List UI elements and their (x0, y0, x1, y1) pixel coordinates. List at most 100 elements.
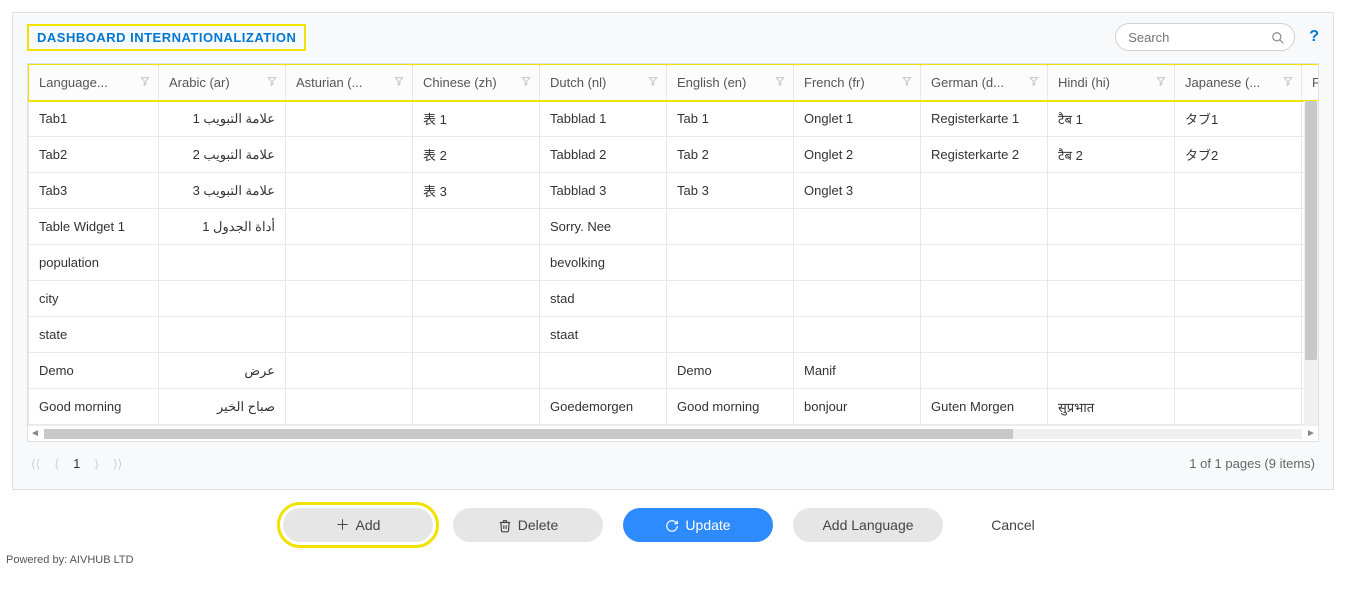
cell-de[interactable] (921, 209, 1048, 245)
cell-language[interactable]: Good morning (29, 389, 159, 425)
table-row[interactable]: Good morningصباح الخيرGoedemorgenGood mo… (29, 389, 1319, 425)
cell-zh[interactable] (413, 353, 540, 389)
cell-de[interactable] (921, 245, 1048, 281)
cell-nl[interactable]: bevolking (540, 245, 667, 281)
cell-ja[interactable] (1175, 317, 1302, 353)
pager-prev-icon[interactable]: ⟨ (54, 457, 59, 471)
cell-fr[interactable] (794, 209, 921, 245)
cell-fr[interactable]: Onglet 2 (794, 137, 921, 173)
cell-hi[interactable]: टैब 2 (1048, 137, 1175, 173)
delete-button[interactable]: Delete (453, 508, 603, 542)
column-header-language[interactable]: Language... (29, 65, 159, 101)
cell-ar[interactable] (159, 281, 286, 317)
table-row[interactable]: state staat (29, 317, 1319, 353)
table-row[interactable]: DemoعرضDemoManif (29, 353, 1319, 389)
filter-icon[interactable] (902, 75, 912, 87)
column-header-zh[interactable]: Chinese (zh) (413, 65, 540, 101)
cell-language[interactable]: Tab1 (29, 101, 159, 137)
cell-zh[interactable] (413, 245, 540, 281)
cell-ast[interactable] (286, 281, 413, 317)
pager-last-icon[interactable]: ⟩⟩ (113, 457, 122, 471)
cell-ja[interactable] (1175, 281, 1302, 317)
vertical-scrollbar-thumb[interactable] (1305, 101, 1317, 360)
cell-ja[interactable] (1175, 209, 1302, 245)
cell-fr[interactable]: Onglet 1 (794, 101, 921, 137)
column-header-ast[interactable]: Asturian (... (286, 65, 413, 101)
horizontal-scrollbar[interactable]: ◄ ► (28, 425, 1318, 441)
cell-ast[interactable] (286, 353, 413, 389)
cell-ar[interactable]: علامة التبويب 3 (159, 173, 286, 209)
cell-zh[interactable]: 表 1 (413, 101, 540, 137)
search-icon[interactable] (1271, 29, 1285, 45)
cell-ast[interactable] (286, 137, 413, 173)
cell-ast[interactable] (286, 317, 413, 353)
cell-zh[interactable] (413, 209, 540, 245)
filter-icon[interactable] (648, 75, 658, 87)
table-row[interactable]: Tab1علامة التبويب 1表 1Tabblad 1Tab 1Ongl… (29, 101, 1319, 137)
cell-language[interactable]: state (29, 317, 159, 353)
cell-language[interactable]: Tab2 (29, 137, 159, 173)
cell-language[interactable]: Tab3 (29, 173, 159, 209)
cell-hi[interactable] (1048, 317, 1175, 353)
cell-en[interactable] (667, 317, 794, 353)
scroll-right-icon[interactable]: ► (1304, 428, 1318, 439)
filter-icon[interactable] (1029, 75, 1039, 87)
cell-zh[interactable]: 表 2 (413, 137, 540, 173)
table-row[interactable]: Tab2علامة التبويب 2表 2Tabblad 2Tab 2Ongl… (29, 137, 1319, 173)
column-header-nl[interactable]: Dutch (nl) (540, 65, 667, 101)
add-language-button[interactable]: Add Language (793, 508, 943, 542)
cell-ar[interactable]: عرض (159, 353, 286, 389)
cell-nl[interactable] (540, 353, 667, 389)
help-icon[interactable]: ? (1309, 28, 1319, 46)
cell-ar[interactable]: صباح الخير (159, 389, 286, 425)
column-header-fr[interactable]: French (fr) (794, 65, 921, 101)
update-button[interactable]: Update (623, 508, 773, 542)
cell-ast[interactable] (286, 245, 413, 281)
cell-ast[interactable] (286, 209, 413, 245)
cell-de[interactable] (921, 173, 1048, 209)
cell-fr[interactable]: Manif (794, 353, 921, 389)
cell-de[interactable] (921, 353, 1048, 389)
cell-nl[interactable]: staat (540, 317, 667, 353)
cell-ast[interactable] (286, 101, 413, 137)
cell-language[interactable]: Demo (29, 353, 159, 389)
cell-zh[interactable]: 表 3 (413, 173, 540, 209)
scroll-left-icon[interactable]: ◄ (28, 428, 42, 439)
cell-hi[interactable] (1048, 245, 1175, 281)
column-header-extra[interactable]: F (1302, 65, 1319, 101)
cell-fr[interactable] (794, 281, 921, 317)
cell-ast[interactable] (286, 173, 413, 209)
filter-icon[interactable] (521, 75, 531, 87)
cell-zh[interactable] (413, 389, 540, 425)
column-header-ar[interactable]: Arabic (ar) (159, 65, 286, 101)
cell-ar[interactable]: أداة الجدول 1 (159, 209, 286, 245)
table-row[interactable]: Table Widget 1أداة الجدول 1Sorry. Nee (29, 209, 1319, 245)
cell-en[interactable] (667, 281, 794, 317)
cell-hi[interactable] (1048, 281, 1175, 317)
column-header-de[interactable]: German (d... (921, 65, 1048, 101)
pager-current[interactable]: 1 (73, 456, 80, 471)
cell-hi[interactable]: सुप्रभात (1048, 389, 1175, 425)
cell-ja[interactable] (1175, 389, 1302, 425)
pager-first-icon[interactable]: ⟨⟨ (31, 457, 40, 471)
filter-icon[interactable] (1156, 75, 1166, 87)
add-button[interactable]: ＋ Add (283, 508, 433, 542)
cell-hi[interactable]: टैब 1 (1048, 101, 1175, 137)
cell-en[interactable] (667, 209, 794, 245)
cell-ast[interactable] (286, 389, 413, 425)
column-header-hi[interactable]: Hindi (hi) (1048, 65, 1175, 101)
cell-ja[interactable]: タブ2 (1175, 137, 1302, 173)
cell-zh[interactable] (413, 317, 540, 353)
cell-fr[interactable] (794, 245, 921, 281)
cell-nl[interactable]: Sorry. Nee (540, 209, 667, 245)
cell-en[interactable]: Demo (667, 353, 794, 389)
cell-ar[interactable] (159, 245, 286, 281)
column-header-en[interactable]: English (en) (667, 65, 794, 101)
pager-next-icon[interactable]: ⟩ (94, 457, 99, 471)
cell-ja[interactable] (1175, 353, 1302, 389)
filter-icon[interactable] (267, 75, 277, 87)
cell-nl[interactable]: Goedemorgen (540, 389, 667, 425)
cell-en[interactable]: Good morning (667, 389, 794, 425)
cell-ja[interactable] (1175, 173, 1302, 209)
cell-hi[interactable] (1048, 353, 1175, 389)
